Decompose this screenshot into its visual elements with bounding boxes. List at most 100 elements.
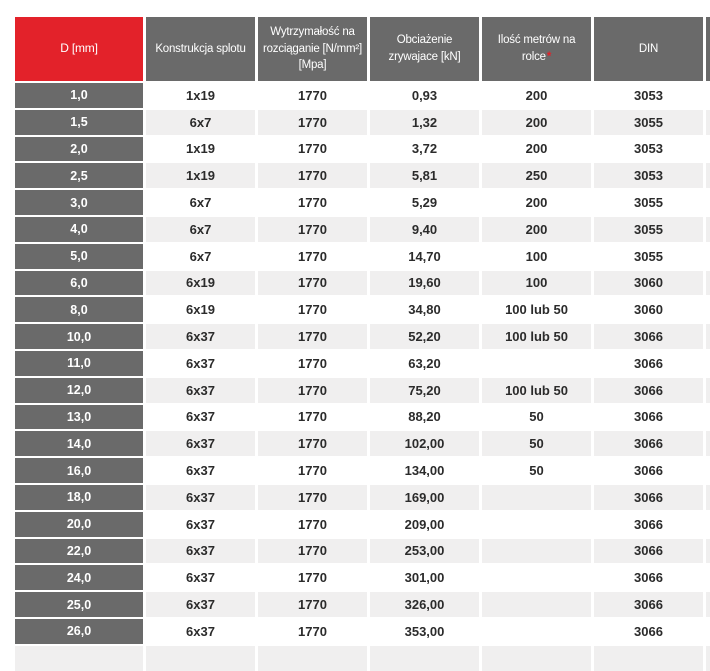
cell-meters-per-roll: 250 [482, 163, 591, 189]
cell-meters-per-roll: 200 [482, 216, 591, 242]
cell-tensile-strength: 1770 [258, 190, 367, 215]
cell-cutoff [706, 350, 710, 376]
header-label-construction: Konstrukcja splotu [155, 42, 246, 55]
cell-breaking-load: 3,72 [370, 136, 479, 162]
cell-meters-per-roll: 50 [482, 458, 591, 483]
cell-din: 3066 [594, 538, 703, 564]
cell-diameter: 22,0 [15, 538, 143, 564]
header-label-breaking-load: Obciażenie zrywajace [kN] [388, 34, 461, 63]
cell-cutoff [706, 136, 710, 162]
header-cell-breaking-load: Obciażenie zrywajace [kN] [370, 17, 479, 81]
cell-tensile-strength: 1770 [258, 163, 367, 189]
cell-diameter: 1,5 [15, 109, 143, 135]
cell-meters-per-roll: 100 lub 50 [482, 297, 591, 323]
cell-diameter: 14,0 [15, 431, 143, 457]
cell-din: 3066 [594, 511, 703, 537]
cell-tensile-strength: 1770 [258, 538, 367, 564]
cell-construction: 6x7 [146, 243, 255, 269]
cell-diameter [15, 645, 143, 671]
cell-breaking-load: 88,20 [370, 404, 479, 430]
cell-meters-per-roll: 100 lub 50 [482, 324, 591, 349]
cell-tensile-strength: 1770 [258, 511, 367, 537]
cell-meters-per-roll: 100 [482, 243, 591, 269]
cell-din: 3060 [594, 297, 703, 323]
cell-cutoff [706, 243, 710, 269]
cell-diameter: 10,0 [15, 324, 143, 349]
cell-tensile-strength: 1770 [258, 109, 367, 135]
cell-construction: 6x37 [146, 592, 255, 617]
cell-diameter: 26,0 [15, 618, 143, 644]
cell-din: 3066 [594, 484, 703, 510]
cell-tensile-strength: 1770 [258, 136, 367, 162]
cell-tensile-strength: 1770 [258, 324, 367, 349]
cell-breaking-load: 19,60 [370, 270, 479, 296]
header-cell-tensile-strength: Wytrzymałość na rozciąganie [N/mm²] [Mpa… [258, 17, 367, 81]
cell-construction: 6x37 [146, 404, 255, 430]
cell-din: 3055 [594, 190, 703, 215]
cell-diameter: 18,0 [15, 484, 143, 510]
cell-breaking-load: 209,00 [370, 511, 479, 537]
cell-breaking-load: 5,81 [370, 163, 479, 189]
cell-construction: 6x37 [146, 324, 255, 349]
cell-cutoff [706, 538, 710, 564]
header-cell-din: DIN [594, 17, 703, 81]
cell-diameter: 5,0 [15, 243, 143, 269]
header-cell-construction: Konstrukcja splotu [146, 17, 255, 81]
cell-cutoff [706, 297, 710, 323]
cell-din: 3053 [594, 163, 703, 189]
cell-cutoff [706, 163, 710, 189]
cell-breaking-load: 34,80 [370, 297, 479, 323]
cell-tensile-strength: 1770 [258, 404, 367, 430]
cell-meters-per-roll: 200 [482, 190, 591, 215]
cell-diameter: 2,0 [15, 136, 143, 162]
cell-diameter: 13,0 [15, 404, 143, 430]
cell-diameter: 3,0 [15, 190, 143, 215]
cell-diameter: 8,0 [15, 297, 143, 323]
cell-diameter: 2,5 [15, 163, 143, 189]
cell-tensile-strength: 1770 [258, 592, 367, 617]
cell-din: 3066 [594, 592, 703, 617]
header-label-din: DIN [638, 42, 659, 55]
cell-construction: 6x37 [146, 484, 255, 510]
cell-construction [146, 645, 255, 671]
cell-cutoff [706, 324, 710, 349]
cell-meters-per-roll: 100 lub 50 [482, 377, 591, 403]
cell-breaking-load: 75,20 [370, 377, 479, 403]
header-cell-diameter: D [mm] [15, 17, 143, 81]
cell-tensile-strength: 1770 [258, 565, 367, 591]
cell-construction: 6x37 [146, 431, 255, 457]
cell-cutoff [706, 645, 710, 671]
cell-meters-per-roll: 50 [482, 431, 591, 457]
cell-diameter: 25,0 [15, 592, 143, 617]
cell-diameter: 4,0 [15, 216, 143, 242]
cell-meters-per-roll: 100 [482, 270, 591, 296]
cell-breaking-load: 52,20 [370, 324, 479, 349]
cell-meters-per-roll [482, 618, 591, 644]
cell-meters-per-roll [482, 350, 591, 376]
cell-din: 3066 [594, 618, 703, 644]
cell-construction: 6x37 [146, 565, 255, 591]
cell-diameter: 16,0 [15, 458, 143, 483]
cell-diameter: 20,0 [15, 511, 143, 537]
cell-cutoff [706, 404, 710, 430]
header-label-meters-per-roll: Ilość metrów na rolce* [497, 34, 576, 63]
header-label-tensile-strength: Wytrzymałość na rozciąganie [N/mm²] [Mpa… [262, 25, 363, 72]
cell-breaking-load: 0,93 [370, 83, 479, 108]
wire-rope-spec-table: D [mm] Konstrukcja splotu Wytrzymałość n… [15, 17, 710, 671]
cell-breaking-load: 253,00 [370, 538, 479, 564]
cell-breaking-load: 301,00 [370, 565, 479, 591]
cell-construction: 6x19 [146, 297, 255, 323]
cell-meters-per-roll [482, 538, 591, 564]
cell-diameter: 1,0 [15, 83, 143, 108]
cell-tensile-strength: 1770 [258, 297, 367, 323]
cell-breaking-load: 5,29 [370, 190, 479, 215]
cell-meters-per-roll [482, 645, 591, 671]
cell-breaking-load [370, 645, 479, 671]
cell-diameter: 12,0 [15, 377, 143, 403]
cell-cutoff [706, 83, 710, 108]
cell-cutoff [706, 565, 710, 591]
cell-tensile-strength: 1770 [258, 270, 367, 296]
cell-meters-per-roll [482, 484, 591, 510]
cell-tensile-strength: 1770 [258, 431, 367, 457]
cell-din: 3053 [594, 136, 703, 162]
